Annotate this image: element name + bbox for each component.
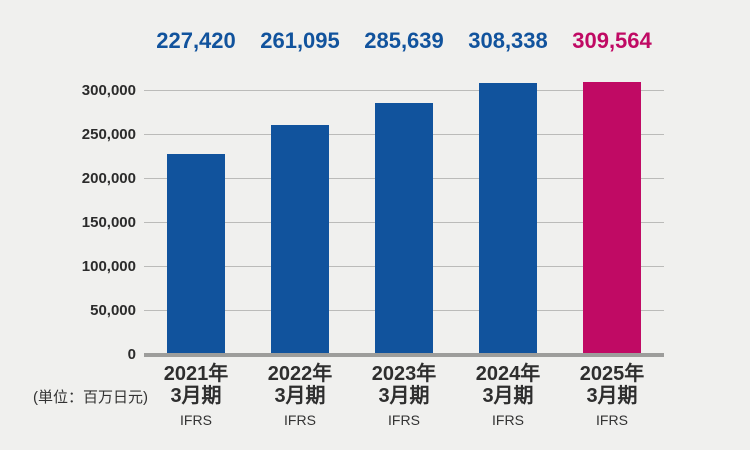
x-label-2025: 2025年 3月期 IFRS [557, 363, 667, 428]
unit-note: (単位：百万日元) [33, 389, 148, 406]
x-label-2021: 2021年 3月期 IFRS [141, 363, 251, 428]
x-label-period: 3月期 [482, 385, 534, 407]
x-axis-line [144, 353, 664, 357]
bar-2025 [583, 82, 641, 353]
x-label-year: 2022年 [267, 363, 333, 385]
x-label-standard: IFRS [388, 412, 420, 428]
x-label-standard: IFRS [284, 412, 316, 428]
x-label-standard: IFRS [596, 412, 628, 428]
value-label-2022: 261,095 [260, 28, 340, 53]
x-label-year: 2021年 [163, 363, 229, 385]
y-tick-label-250000: 250,000 [81, 125, 136, 143]
x-label-period: 3月期 [586, 385, 638, 407]
x-label-2022: 2022年 3月期 IFRS [245, 363, 355, 428]
value-label-2025: 309,564 [572, 28, 652, 53]
value-label-2024: 308,338 [468, 28, 548, 53]
x-label-year: 2023年 [371, 363, 437, 385]
x-label-period: 3月期 [170, 385, 222, 407]
x-label-period: 3月期 [378, 385, 430, 407]
y-tick-label-0: 0 [127, 346, 136, 363]
bar-2022 [271, 124, 329, 353]
value-label-2023: 285,639 [364, 28, 444, 53]
x-label-year: 2025年 [579, 363, 645, 385]
y-tick-label-50000: 50,000 [90, 301, 136, 319]
x-label-standard: IFRS [180, 412, 212, 428]
x-label-2024: 2024年 3月期 IFRS [453, 363, 563, 428]
y-tick-label-300000: 300,000 [81, 81, 136, 99]
bar-2024 [479, 83, 537, 353]
x-label-year: 2024年 [475, 363, 541, 385]
x-label-period: 3月期 [274, 385, 326, 407]
y-tick-label-200000: 200,000 [81, 169, 136, 187]
x-label-2023: 2023年 3月期 IFRS [349, 363, 459, 428]
y-tick-label-150000: 150,000 [81, 213, 136, 231]
y-tick-label-100000: 100,000 [81, 257, 136, 275]
gridline-300000 [144, 90, 664, 91]
x-label-standard: IFRS [492, 412, 524, 428]
value-label-2021: 227,420 [156, 28, 236, 53]
bar-2023 [375, 103, 433, 353]
bar-2021 [167, 154, 225, 353]
